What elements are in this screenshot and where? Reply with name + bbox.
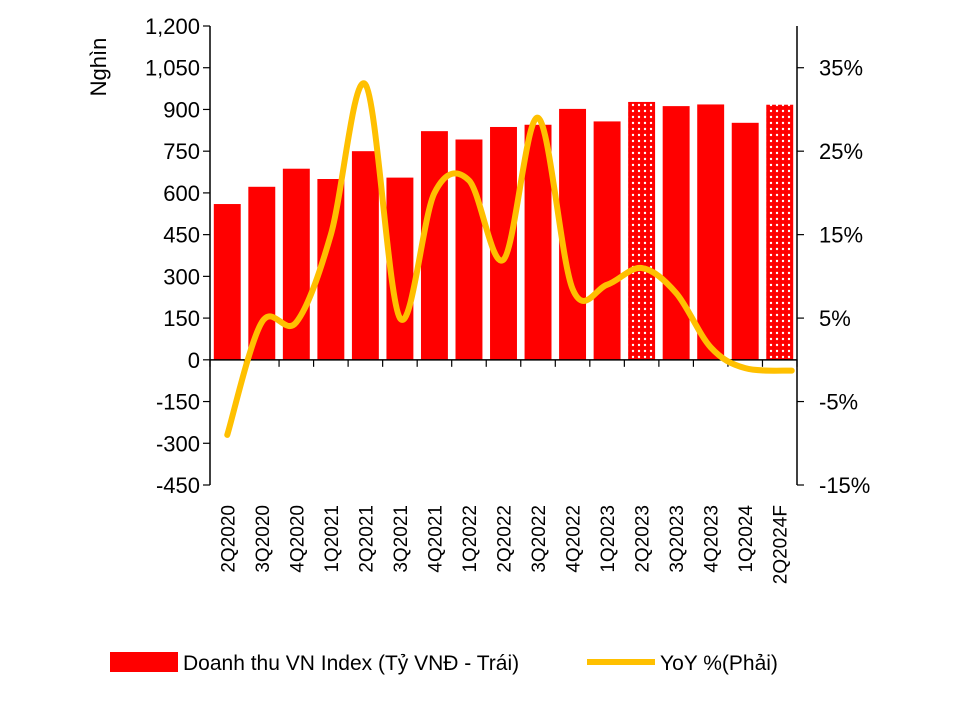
legend-bar-label: Doanh thu VN Index (Tỷ VNĐ - Trái) <box>183 652 519 675</box>
category-label: 2Q2020 <box>218 505 239 573</box>
yoy-line <box>224 80 795 438</box>
legend-bar-swatch <box>110 652 178 672</box>
category-label: 2Q2021 <box>356 505 377 573</box>
right-tick-label: 35% <box>819 56 863 81</box>
bar-3Q2020 <box>248 186 276 360</box>
bar-series <box>213 101 794 360</box>
bar-2Q2024F <box>766 104 794 360</box>
left-tick-label: -300 <box>156 431 200 456</box>
bar-4Q2020 <box>282 168 310 360</box>
category-label: 3Q2023 <box>667 505 688 573</box>
category-label: 1Q2024 <box>736 505 757 573</box>
left-tick-label: -150 <box>156 390 200 415</box>
bar-4Q2023 <box>697 104 725 360</box>
left-tick-label: 1,200 <box>145 14 200 39</box>
left-tick-label: 450 <box>163 223 200 248</box>
category-label: 3Q2021 <box>391 505 412 573</box>
left-tick-label: 750 <box>163 139 200 164</box>
left-tick-label: 300 <box>163 264 200 289</box>
left-tick-label: 150 <box>163 306 200 331</box>
category-label: 3Q2020 <box>253 505 274 573</box>
right-tick-label: 5% <box>819 306 851 331</box>
category-labels: 2Q2020 3Q2020 4Q2020 1Q2021 2Q2021 3Q2021 4Q20… <box>218 505 791 585</box>
category-label: 4Q2020 <box>287 505 308 573</box>
category-label: 1Q2022 <box>460 505 481 573</box>
category-label: 1Q2023 <box>598 505 619 573</box>
right-tick-label: -5% <box>819 390 858 415</box>
legend-line-label: YoY %(Phải) <box>660 652 778 675</box>
category-label: 4Q2022 <box>564 505 585 573</box>
bar-4Q2021 <box>420 131 448 360</box>
bar-1Q2023 <box>593 121 621 360</box>
bar-2Q2021 <box>351 151 379 360</box>
legend: Doanh thu VN Index (Tỷ VNĐ - Trái) YoY %… <box>110 652 778 675</box>
category-label: 4Q2023 <box>702 505 723 573</box>
left-tick-label: 0 <box>188 348 200 373</box>
category-label: 2Q2024F <box>771 505 792 584</box>
bar-3Q2022 <box>524 124 552 360</box>
bar-2Q2020 <box>213 204 241 360</box>
y-axis-title: Nghìn <box>86 38 111 97</box>
category-label: 2Q2023 <box>633 505 654 573</box>
left-tick-label: 1,050 <box>145 56 200 81</box>
bar-2Q2023 <box>628 101 656 360</box>
left-tick-label: 600 <box>163 181 200 206</box>
right-tick-label: 25% <box>819 139 863 164</box>
category-label: 3Q2022 <box>529 505 550 573</box>
left-axis-ticks: 1,200 1,050 900 750 600 450 300 150 0 -150 -300 -45… <box>145 14 210 498</box>
bar-1Q2024 <box>731 122 759 360</box>
category-label: 4Q2021 <box>425 505 446 573</box>
right-tick-label: -15% <box>819 473 870 498</box>
right-axis-ticks: 35% 25% 15% 5% -5% -15% <box>797 56 870 498</box>
axes <box>209 26 798 485</box>
right-tick-label: 15% <box>819 223 863 248</box>
left-tick-label: -450 <box>156 473 200 498</box>
category-label: 1Q2021 <box>322 505 343 573</box>
bar-3Q2023 <box>662 106 690 360</box>
category-label: 2Q2022 <box>495 505 516 573</box>
line-series <box>224 80 795 438</box>
left-tick-label: 900 <box>163 97 200 122</box>
